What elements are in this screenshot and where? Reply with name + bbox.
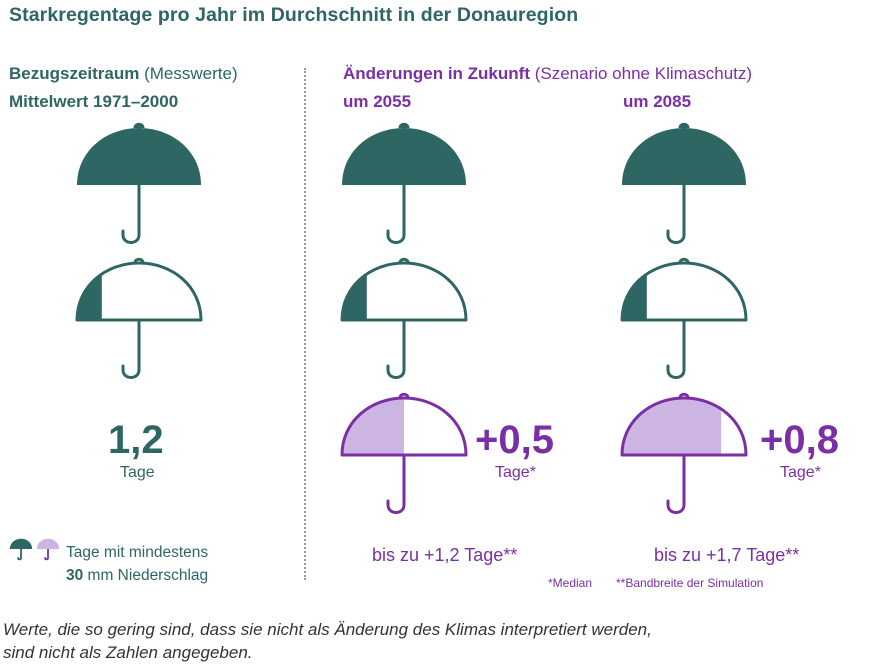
change-label-2085: +0,8 xyxy=(760,418,839,462)
legend-line1: Tage mit mindestens xyxy=(66,544,209,561)
legend-line2-rest: mm Niederschlag xyxy=(83,567,209,584)
right-header-bold: Änderungen in Zukunft xyxy=(343,64,530,83)
column-label-2055: um 2055 xyxy=(343,92,412,111)
umbrella-partial-2 xyxy=(620,257,748,379)
chart-title: Starkregentage pro Jahr im Durchschnitt … xyxy=(9,4,579,26)
left-header-bold: Bezugszeitraum xyxy=(9,64,140,83)
umbrella-full-1-0-fill xyxy=(342,128,466,185)
bottom-note: Werte, die so gering sind, dass sie nich… xyxy=(3,618,652,664)
legend-umbrella-green-icon xyxy=(9,538,33,561)
footnote-median: *Median xyxy=(548,576,593,590)
umbrella-change-1 xyxy=(340,392,468,514)
left-header-line1: Bezugszeitraum (Messwerte) xyxy=(9,64,238,84)
umbrella-change-2-fill xyxy=(622,398,722,455)
umbrella-full-2-0-fill xyxy=(622,128,746,185)
range-label-2055: bis zu +1,2 Tage** xyxy=(372,545,518,565)
bottom-note-line1: Werte, die so gering sind, dass sie nich… xyxy=(3,620,652,639)
umbrella-partial-0-fill xyxy=(77,263,102,320)
umbrella-partial-1 xyxy=(340,257,468,379)
left-header-line2: Mittelwert 1971–2000 xyxy=(9,92,179,111)
umbrella-change-2 xyxy=(620,392,748,514)
legend-line2-bold: 30 xyxy=(66,567,84,584)
umbrella-full-2-0 xyxy=(622,122,746,244)
unit-label-baseline: Tage xyxy=(120,464,155,481)
unit-label-2085: Tage* xyxy=(780,464,821,481)
footnote-range: **Bandbreite der Simulation xyxy=(616,576,764,590)
legend-line2: 30 mm Niederschlag xyxy=(66,566,208,585)
left-header-light: (Messwerte) xyxy=(139,64,238,83)
range-label-2085: bis zu +1,7 Tage** xyxy=(654,545,800,565)
column-label-2085: um 2085 xyxy=(623,92,692,111)
bottom-note-line2: sind nicht als Zahlen angegeben. xyxy=(3,643,253,662)
change-label-2055: +0,5 xyxy=(475,418,554,462)
umbrella-full-0-0-fill xyxy=(77,128,201,185)
value-label-baseline: 1,2 xyxy=(108,418,164,462)
unit-label-2055: Tage* xyxy=(495,464,536,481)
column-divider xyxy=(304,68,306,580)
umbrella-full-0-0 xyxy=(77,122,201,244)
legend-umbrella-purple-icon xyxy=(36,538,60,561)
umbrella-partial-0 xyxy=(75,257,203,379)
umbrella-full-1-0 xyxy=(342,122,466,244)
umbrella-partial-1-fill xyxy=(342,263,367,320)
right-header-light: (Szenario ohne Klimaschutz) xyxy=(529,64,753,83)
right-header-line1: Änderungen in Zukunft (Szenario ohne Kli… xyxy=(343,64,752,84)
umbrella-partial-2-fill xyxy=(622,263,647,320)
